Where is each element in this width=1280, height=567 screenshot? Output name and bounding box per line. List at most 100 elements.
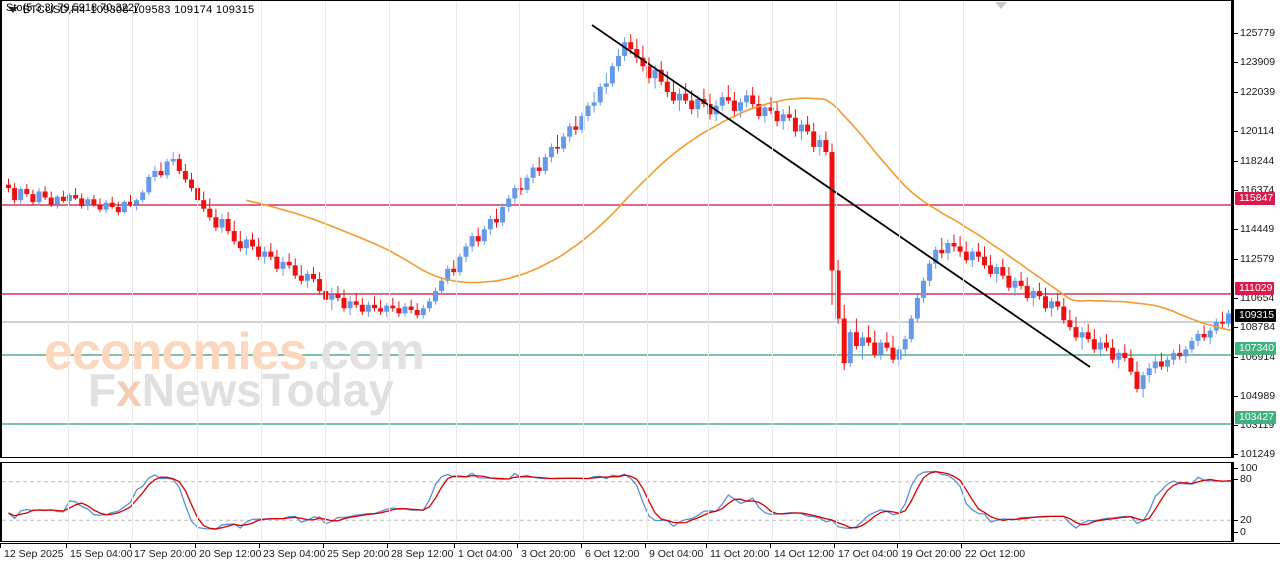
candle-bearish [1104, 342, 1109, 348]
price-badge-support[interactable]: 107340 [1235, 342, 1277, 355]
candle-bearish [408, 306, 414, 310]
candle-bearish [225, 218, 231, 232]
candle-bearish [823, 140, 829, 153]
candle-bearish [731, 100, 737, 111]
vertical-gridline [772, 1, 773, 457]
candle-bearish [1219, 321, 1225, 324]
candle-bearish [317, 279, 323, 292]
candle-bearish [79, 198, 85, 207]
candle-bearish [250, 239, 255, 247]
candle-bearish [1110, 347, 1116, 360]
candle-bearish [494, 218, 499, 223]
triangle-down-icon[interactable] [995, 2, 1007, 9]
candle-bearish [182, 170, 188, 180]
candle-bullish [347, 301, 353, 309]
vertical-gridline [197, 463, 198, 541]
candle-bearish [884, 342, 890, 348]
candle-bullish [622, 42, 628, 56]
chart-collapse-icon[interactable] [8, 7, 18, 13]
time-axis-tick [130, 544, 131, 548]
candle-bearish [774, 110, 780, 122]
time-axis-label: 25 Sep 20:00 [327, 548, 390, 560]
candle-bearish [292, 265, 298, 276]
vertical-gridline [836, 463, 837, 541]
candle-bullish [445, 268, 451, 281]
candle-bearish [341, 297, 347, 309]
stochastic-legend: Sto(5,3,3) 79.5918 70.3227 [6, 2, 140, 14]
price-axis[interactable]: 125779 123909 122039 120114 118244 116374 1144… [1232, 0, 1280, 460]
candle-bullish [134, 200, 140, 205]
candle-bullish [1165, 359, 1170, 367]
candle-bearish [231, 231, 237, 242]
candle-bullish [384, 305, 390, 312]
candle-bearish [1073, 327, 1079, 338]
candle-bullish [1226, 313, 1231, 324]
time-axis-tick [581, 544, 582, 548]
candle-bullish [591, 102, 597, 106]
vertical-gridline [708, 463, 709, 541]
candle-bullish [463, 246, 469, 257]
candle-bearish [91, 199, 97, 206]
candle-bearish [1177, 352, 1183, 357]
time-axis-label: 19 Oct 20:00 [901, 548, 962, 560]
price-chart-panel[interactable] [0, 0, 1232, 458]
candle-bullish [152, 170, 158, 177]
vertical-gridline [132, 1, 133, 457]
candle-bearish [1201, 333, 1207, 338]
candle-bullish [597, 86, 603, 103]
price-plot-area[interactable] [2, 1, 1231, 457]
candle-bearish [1085, 332, 1091, 340]
stochastic-plot-area[interactable] [2, 463, 1231, 541]
candle-bearish [24, 188, 30, 195]
price-badge-resistance[interactable]: 111029 [1235, 282, 1275, 295]
candle-bullish [1189, 340, 1195, 350]
candle-bearish [42, 191, 48, 198]
candle-bullish [585, 105, 591, 117]
candle-bullish [780, 114, 786, 122]
candle-bearish [634, 49, 640, 58]
vertical-gridline [899, 463, 900, 541]
time-axis[interactable]: 12 Sep 2025 15 Sep 04:00 17 Sep 20:00 20 Se… [0, 543, 1280, 567]
candle-bearish [475, 236, 481, 242]
vertical-gridline [389, 1, 390, 457]
candle-bullish [616, 55, 621, 67]
candle-bullish [426, 301, 432, 309]
candle-bullish [878, 342, 884, 355]
time-axis-tick [387, 544, 388, 548]
candle-bearish [536, 167, 542, 171]
candle-bearish [963, 251, 969, 261]
candle-bullish [170, 158, 176, 162]
stochastic-panel[interactable] [0, 462, 1232, 542]
candle-bullish [927, 263, 933, 281]
candle-bearish [683, 93, 689, 101]
candle-bearish [835, 270, 841, 319]
candle-bearish [189, 179, 194, 189]
price-candlestick-svg [2, 24, 1231, 425]
time-axis-tick [323, 544, 324, 548]
candle-bullish [603, 83, 609, 87]
price-badge-current-price[interactable]: 109315 [1235, 309, 1277, 322]
descending-trendline[interactable] [591, 24, 1091, 368]
candle-bearish [12, 188, 18, 201]
price-badge-support[interactable]: 103427 [1235, 411, 1277, 424]
vertical-gridline [389, 463, 390, 541]
vertical-gridline [325, 463, 326, 541]
time-axis-label: 12 Sep 2025 [4, 548, 64, 560]
candle-bullish [67, 194, 72, 201]
candle-bullish [1140, 375, 1146, 389]
stochastic-d-line [8, 471, 1231, 530]
price-badge-resistance[interactable]: 115847 [1235, 192, 1276, 205]
candle-bullish [262, 251, 268, 257]
candle-bullish [146, 176, 152, 193]
candle-bearish [6, 184, 11, 189]
ohlc-values: 109308 109583 109174 109315 [90, 4, 255, 16]
moving-average-line [246, 97, 1231, 331]
candle-bullish [457, 256, 463, 273]
candle-bearish [1036, 291, 1042, 297]
candle-bearish [390, 305, 396, 309]
candle-bearish [30, 194, 36, 203]
candle-bearish [725, 97, 731, 101]
candle-bullish [561, 136, 567, 149]
stochastic-k-line [8, 470, 1231, 530]
